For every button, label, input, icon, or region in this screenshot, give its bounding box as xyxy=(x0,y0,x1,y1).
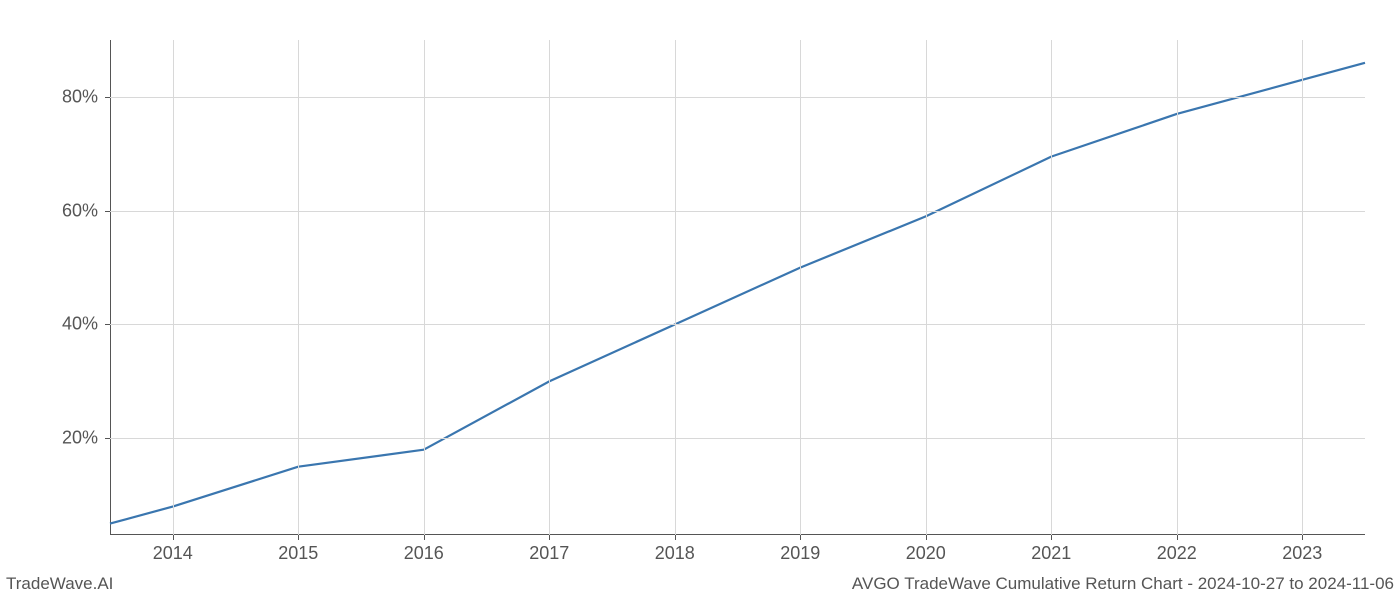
x-tick-label: 2014 xyxy=(153,535,193,564)
x-tick-label: 2022 xyxy=(1157,535,1197,564)
grid-line-vertical xyxy=(173,40,174,535)
grid-line-horizontal xyxy=(110,324,1365,325)
grid-line-vertical xyxy=(549,40,550,535)
x-tick-label: 2016 xyxy=(404,535,444,564)
grid-line-vertical xyxy=(1051,40,1052,535)
grid-line-vertical xyxy=(1177,40,1178,535)
x-tick-label: 2018 xyxy=(655,535,695,564)
footer-brand: TradeWave.AI xyxy=(6,574,113,594)
x-tick-label: 2017 xyxy=(529,535,569,564)
grid-line-vertical xyxy=(675,40,676,535)
y-tick-label: 80% xyxy=(62,86,110,107)
y-tick-label: 40% xyxy=(62,314,110,335)
x-tick-label: 2020 xyxy=(906,535,946,564)
grid-line-vertical xyxy=(424,40,425,535)
chart-container: 2014 2015 2016 2017 2018 2019 2020 2021 2022 2023… xyxy=(0,0,1400,600)
grid-line-horizontal xyxy=(110,438,1365,439)
grid-line-vertical xyxy=(926,40,927,535)
footer-caption: AVGO TradeWave Cumulative Return Chart -… xyxy=(852,574,1394,594)
x-tick-label: 2015 xyxy=(278,535,318,564)
grid-line-horizontal xyxy=(110,211,1365,212)
plot-area: 2014201520162017201820192020202120222023… xyxy=(110,40,1365,535)
y-tick-label: 20% xyxy=(62,428,110,449)
grid-line-vertical xyxy=(800,40,801,535)
grid-line-horizontal xyxy=(110,97,1365,98)
x-tick-label: 2019 xyxy=(780,535,820,564)
x-tick-label: 2021 xyxy=(1031,535,1071,564)
grid-line-vertical xyxy=(1302,40,1303,535)
y-tick-label: 60% xyxy=(62,200,110,221)
x-tick-label: 2023 xyxy=(1282,535,1322,564)
grid-line-vertical xyxy=(298,40,299,535)
